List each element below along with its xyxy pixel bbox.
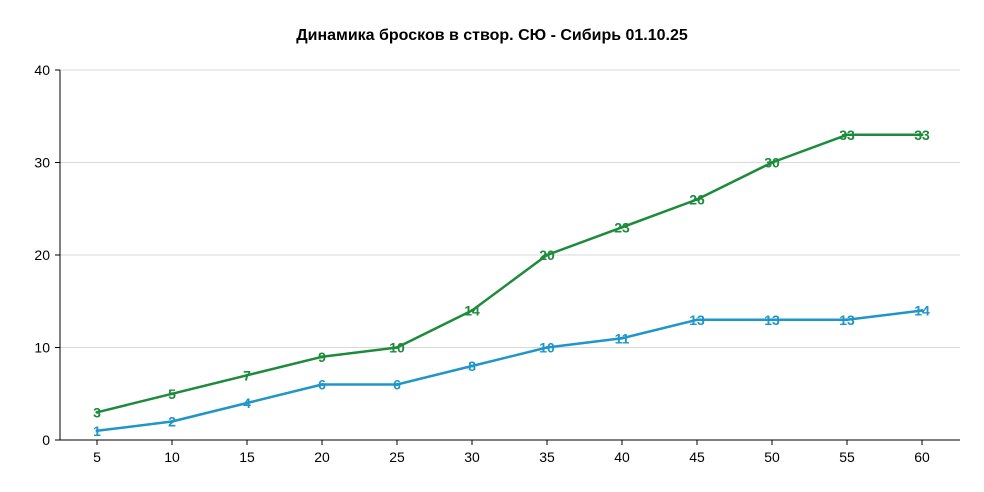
series-2-point-30 [470, 364, 474, 368]
series-2-label-40: 11 [615, 330, 630, 346]
x-tick-label-5: 5 [93, 449, 101, 465]
series-1-point-25 [395, 346, 399, 349]
series-2-label-45: 13 [689, 312, 705, 328]
series-1-label-45: 26 [689, 192, 705, 208]
series-1-point-5 [95, 410, 99, 414]
series-1-label-10: 5 [168, 386, 176, 402]
y-tick-label-0: 0 [42, 432, 50, 448]
series-2-label-60: 14 [914, 303, 930, 319]
series-1-point-60 [920, 133, 924, 137]
series-2-point-60 [920, 309, 924, 312]
series-1-label-40: 23 [614, 219, 630, 235]
x-tick-label-15: 15 [239, 449, 255, 465]
series-1-label-15: 7 [243, 367, 251, 383]
series-1-point-15 [245, 373, 249, 377]
series-1-point-30 [470, 309, 474, 312]
series-line-1 [96, 133, 922, 414]
x-tick-label-20: 20 [314, 449, 330, 465]
x-tick-label-40: 40 [614, 449, 630, 465]
series-2-label-5: 1 [93, 423, 101, 439]
x-tick-label-60: 60 [914, 449, 930, 465]
series-2-point-35 [545, 346, 549, 349]
x-tick-label-25: 25 [389, 449, 405, 465]
x-tick-label-35: 35 [539, 449, 555, 465]
series-2-point-5 [95, 429, 99, 433]
series-2-point-25 [395, 383, 399, 386]
series-2-point-15 [245, 401, 249, 405]
series-1-label-25: 10 [389, 340, 405, 356]
y-tick-label-20: 20 [34, 247, 50, 263]
series-2-label-10: 2 [168, 414, 176, 430]
series-1-label-5: 3 [93, 404, 101, 420]
series-2-point-45 [695, 318, 699, 322]
series-2-label-35: 10 [539, 340, 555, 356]
series-1-point-50 [770, 161, 774, 164]
series-1-label-35: 20 [539, 247, 555, 263]
y-tick-label-40: 40 [34, 62, 50, 78]
x-tick-label-45: 45 [689, 449, 705, 465]
series-2-point-20 [320, 383, 324, 386]
chart-title: Динамика бросков в створ. СЮ - Сибирь 01… [296, 27, 688, 44]
series-line-2 [96, 309, 923, 433]
series-2-label-30: 8 [468, 358, 476, 374]
series-1-point-10 [170, 392, 174, 396]
series-1-label-60: 33 [914, 127, 930, 143]
y-tick-label-30: 30 [34, 155, 50, 171]
x-tick-label-10: 10 [164, 449, 180, 465]
series-1-label-55: 33 [839, 127, 855, 143]
series-lines [95, 133, 924, 433]
series-2-label-50: 13 [764, 312, 780, 328]
series-2-point-55 [845, 318, 849, 322]
grid-lines [60, 69, 960, 348]
y-tick-label-10: 10 [34, 340, 50, 356]
series-1-label-30: 14 [464, 303, 480, 319]
series-2-label-55: 13 [839, 312, 855, 328]
x-tick-label-50: 50 [764, 449, 780, 465]
series-2-point-40 [620, 336, 624, 340]
x-tick-label-55: 55 [839, 449, 855, 465]
series-1-point-40 [620, 225, 624, 229]
series-2-point-10 [170, 420, 174, 423]
series-1-point-35 [545, 253, 549, 257]
series-2-point-50 [770, 318, 774, 322]
series-1-label-50: 30 [764, 155, 780, 171]
x-tick-label-30: 30 [464, 449, 480, 465]
series-1-point-55 [845, 133, 849, 137]
series-1-point-45 [695, 198, 699, 201]
data-labels: 3 5 7 9 10 14 20 23 26 30 33 33 1 2 4 6 6 8 10 11 13 13 13 14 [93, 127, 930, 439]
series-2-label-20: 6 [318, 377, 326, 393]
series-2-label-15: 4 [243, 395, 251, 411]
series-1-point-20 [320, 355, 324, 359]
series-1-label-20: 9 [318, 349, 326, 365]
series-2-label-25: 6 [393, 377, 401, 393]
